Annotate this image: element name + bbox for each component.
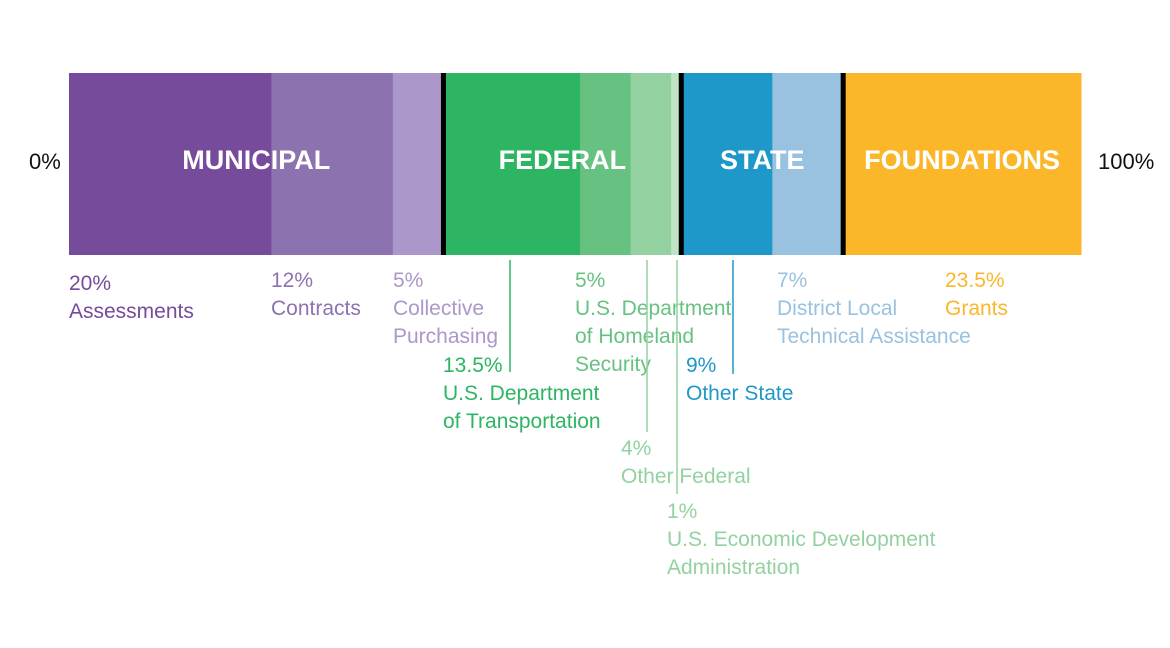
group-divider-2 <box>678 73 684 255</box>
group-divider-3 <box>840 73 846 255</box>
group-label-foundations: FOUNDATIONS <box>864 145 1060 175</box>
segment-percent-7: 9% <box>686 354 716 377</box>
bar-segment-5 <box>630 73 672 255</box>
segment-label-6: U.S. Economic Development Administration <box>667 528 936 579</box>
segment-percent-0: 20% <box>69 272 111 295</box>
segment-label-3: U.S. Department of Transportation <box>443 382 601 433</box>
segment-percent-5: 4% <box>621 437 651 460</box>
bar-segment-9 <box>843 73 1082 255</box>
segment-label-1: Contracts <box>271 297 361 320</box>
segment-percent-2: 5% <box>393 269 423 292</box>
axis-label-left: 0% <box>29 149 61 174</box>
segment-percent-3: 13.5% <box>443 354 503 377</box>
bar-segment-4 <box>580 73 632 255</box>
bar-segment-3 <box>443 73 581 255</box>
axis-label-right: 100% <box>1098 149 1154 174</box>
group-label-federal: FEDERAL <box>499 145 627 175</box>
bar-segment-7 <box>681 73 773 255</box>
bar-segment-2 <box>392 73 444 255</box>
bar-segment-8 <box>772 73 844 255</box>
bar-segment-6 <box>671 73 682 255</box>
segment-label-2: Collective Purchasing <box>393 297 498 348</box>
group-label-municipal: MUNICIPAL <box>182 145 330 175</box>
bar-segment-0 <box>69 73 272 255</box>
group-label-state: STATE <box>720 145 805 175</box>
group-divider-1 <box>440 73 446 255</box>
segment-percent-6: 1% <box>667 500 697 523</box>
segment-percent-9: 23.5% <box>945 269 1005 292</box>
bar-segment-1 <box>271 73 394 255</box>
segment-label-9: Grants <box>945 297 1008 320</box>
segment-label-0: Assessments <box>69 300 194 323</box>
segment-label-4: U.S. Department of Homeland Security <box>575 297 732 376</box>
segment-percent-4: 5% <box>575 269 605 292</box>
segment-label-8: District Local Technical Assistance <box>777 297 971 348</box>
segment-percent-8: 7% <box>777 269 807 292</box>
segment-percent-1: 12% <box>271 269 313 292</box>
segment-label-7: Other State <box>686 382 793 405</box>
segment-label-5: Other Federal <box>621 465 751 488</box>
